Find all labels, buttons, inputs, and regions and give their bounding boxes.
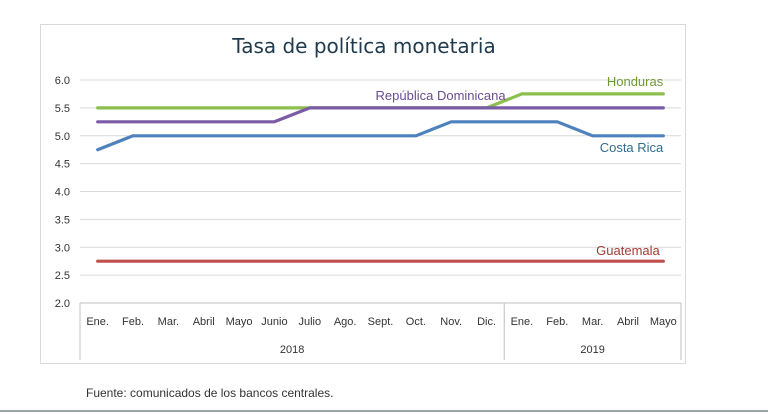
y-tick-label: 3.5: [55, 214, 70, 226]
chart-frame: Tasa de política monetaria 2.0 2.5 3.0 3.5 4…: [40, 24, 686, 364]
y-tick-label: 4.0: [55, 187, 70, 199]
x-tick-label: Nov.: [440, 316, 462, 328]
y-tick-label: 5.0: [55, 131, 70, 143]
x-tick-label: Abril: [617, 316, 639, 328]
x-tick-label: Julio: [298, 316, 321, 328]
series-label: Honduras: [607, 74, 664, 89]
series-line-costa-rica: [96, 120, 665, 152]
x-tick-label: Feb.: [546, 316, 568, 328]
x-tick-label: Ene.: [86, 316, 109, 328]
gridlines: [80, 79, 681, 304]
x-tick-label: Junio: [261, 316, 287, 328]
x-tick-label: Sept.: [368, 316, 394, 328]
y-tick-label: 2.0: [55, 298, 70, 310]
series-lines: [96, 92, 665, 263]
year-label: 2018: [280, 344, 304, 356]
y-tick-label: 2.5: [55, 270, 70, 282]
y-tick-label: 4.5: [55, 159, 70, 171]
x-tick-label: Feb.: [122, 316, 144, 328]
axes: 2.0 2.5 3.0 3.5 4.0 4.5 5.0 5.5 6.0 2018 2019 Ene. F…: [55, 75, 682, 360]
series-line-rep-blica-dominicana: [96, 106, 665, 124]
x-tick-label: Mayo: [226, 316, 253, 328]
chart-title: Tasa de política monetaria: [231, 34, 495, 58]
x-tick-label: Dic.: [477, 316, 496, 328]
y-tick-label: 3.0: [55, 242, 70, 254]
y-tick-label: 6.0: [55, 75, 70, 87]
x-tick-label: Oct.: [406, 316, 426, 328]
year-label: 2019: [580, 344, 604, 356]
source-note: Fuente: comunicados de los bancos centra…: [86, 386, 334, 400]
series-label: República Dominicana: [376, 88, 507, 103]
x-tick-label: Ene.: [511, 316, 534, 328]
y-tick-label: 5.5: [55, 103, 70, 115]
x-tick-label: Mayo: [650, 316, 677, 328]
x-tick-label: Ago.: [334, 316, 357, 328]
series-label: Guatemala: [596, 243, 660, 258]
x-tick-label: Mar.: [582, 316, 603, 328]
bottom-divider: [0, 410, 768, 412]
x-tick-label: Mar.: [158, 316, 179, 328]
series-labels: Honduras República Dominicana Costa Rica Gu…: [376, 74, 665, 258]
series-label: Costa Rica: [600, 140, 664, 155]
line-chart: Tasa de política monetaria 2.0 2.5 3.0 3.5 4…: [55, 34, 682, 360]
x-tick-label: Abril: [193, 316, 215, 328]
